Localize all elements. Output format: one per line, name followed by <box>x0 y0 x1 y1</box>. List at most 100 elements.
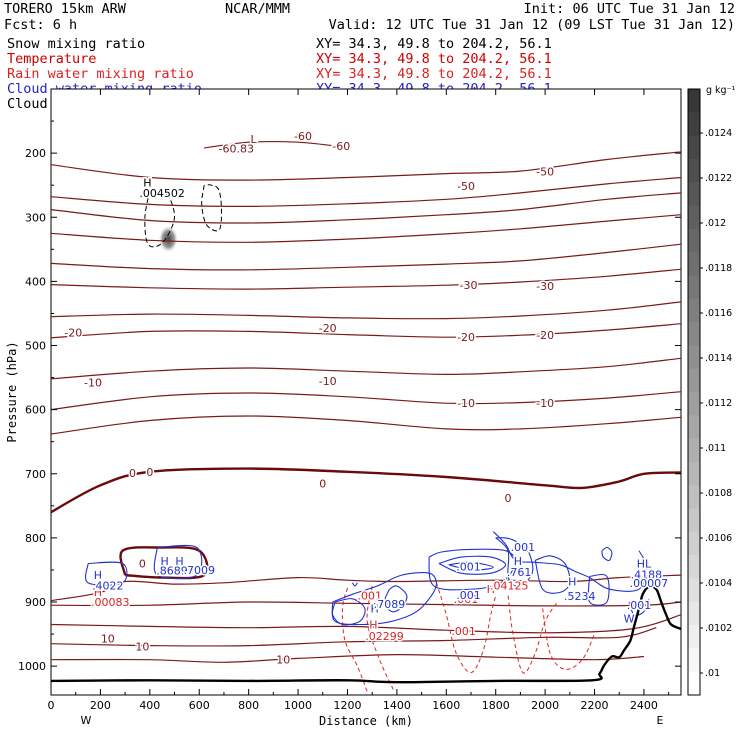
org-title: NCAR/MMM <box>225 1 290 17</box>
temperature-label-11: -20 <box>536 329 554 342</box>
colorbar-label-5: .0114 <box>705 353 732 364</box>
colorbar-swatch-7 <box>688 252 700 276</box>
colorbar-label-12: .01 <box>705 668 720 679</box>
cloud-water-contour-10 <box>587 573 610 606</box>
cloud-water-contour-7 <box>448 561 494 571</box>
colorbar-swatch-24 <box>688 648 700 673</box>
temperature-contour-11 <box>51 415 681 435</box>
init-time: Init: 06 UTC Tue 31 Jan 12 <box>524 1 735 17</box>
x-tick-label-5: 1000 <box>284 699 312 712</box>
colorbar-label-11: .0102 <box>705 623 732 634</box>
cloud-water-label-1: .4022 <box>92 579 124 592</box>
cloud-ice-contour-1 <box>201 184 223 232</box>
temperature-label-20: 0 <box>139 558 146 571</box>
legend-field-1: Temperature <box>7 51 96 67</box>
cloud-water-label-0: H <box>94 569 102 582</box>
x-tick-label-9: 1800 <box>482 699 510 712</box>
cloud-water-label-4: .8689 <box>156 565 188 578</box>
x-tick-label-2: 400 <box>139 699 160 712</box>
cloud-water-contour-9 <box>534 555 571 594</box>
colorbar-label-10: .0104 <box>705 578 732 589</box>
temperature-contour-12 <box>51 467 681 514</box>
colorbar-swatch-17 <box>688 485 700 510</box>
snow-mixing-max <box>158 225 179 254</box>
x-axis-label: Distance (km) <box>319 714 413 728</box>
temperature-contour-7 <box>51 301 681 320</box>
rain-contour-1 <box>366 585 395 693</box>
y-tick-label-8: 1000 <box>18 660 46 673</box>
valid-time: Valid: 12 UTC Tue 31 Jan 12 (09 LST Tue … <box>329 17 735 33</box>
temperature-label-4: -50 <box>457 180 475 193</box>
forecast-hour: Fcst: 6 h <box>4 17 77 33</box>
temperature-label-3: -60.83 <box>219 143 254 156</box>
colorbar-label-2: .012 <box>705 218 726 229</box>
temperature-contour-17 <box>51 627 657 647</box>
rain-contour-3 <box>507 595 558 674</box>
rain-label-6: .02299 <box>365 630 404 643</box>
y-tick-label-2: 400 <box>25 275 46 288</box>
terrain-profile <box>51 585 681 684</box>
y-tick-label-6: 800 <box>25 532 46 545</box>
rain-label-7: H <box>94 586 102 599</box>
cloud-water-label-17: .00007 <box>630 577 669 590</box>
temperature-label-6: -30 <box>460 279 478 292</box>
temperature-label-0: L <box>251 133 258 146</box>
temperature-label-5: -50 <box>536 166 554 179</box>
cloud-water-contour-13 <box>331 572 437 626</box>
temperature-contour-0 <box>204 140 348 149</box>
cloud-water-contour-11 <box>601 546 613 562</box>
cloud-water-label-6: .001 <box>456 561 481 574</box>
colorbar-swatch-4 <box>688 182 700 207</box>
temperature-contour-5 <box>51 243 681 271</box>
temperature-label-23: 10 <box>276 654 290 667</box>
cloud-water-label-8: .7089 <box>374 598 406 611</box>
temperature-label-15: -10 <box>536 397 554 410</box>
x-tick-label-0: 0 <box>48 699 55 712</box>
cloud-water-label-5: .7009 <box>183 564 215 577</box>
temperature-contour-6 <box>51 268 681 290</box>
colorbar-swatch-2 <box>688 135 700 160</box>
legend-field-0: Snow mixing ratio <box>7 36 145 52</box>
colorbar-label-8: .0108 <box>705 488 732 499</box>
colorbar-label-7: .011 <box>705 443 726 454</box>
colorbar-swatch-1 <box>688 112 700 137</box>
cloud-water-label-18: .001 <box>627 599 652 612</box>
x-tick-label-4: 800 <box>238 699 259 712</box>
colorbar-swatch-23 <box>688 625 700 649</box>
cloud-water-label-12: .001 <box>511 541 536 554</box>
colorbar: .0124 .0122 .012 .0118 .0116 .0114 .0112 .011 .0… <box>687 88 732 696</box>
colorbar-swatch-5 <box>688 205 700 230</box>
cloud-ice-label-1: .004502 <box>139 187 185 200</box>
colorbar-swatch-12 <box>688 368 700 393</box>
cloud-water-contour-12 <box>628 598 650 616</box>
cloud-ice-label-0: H <box>143 177 151 190</box>
cloud-water-contour-14 <box>492 531 647 592</box>
legend-xy-0: XY= 34.3, 49.8 to 204.2, 56.1 <box>316 36 552 52</box>
colorbar-swatch-8 <box>688 275 700 300</box>
cloud-water-label-16: .4188 <box>631 568 663 581</box>
colorbar-label-4: .0116 <box>705 308 732 319</box>
x-tick-label-1: 200 <box>90 699 111 712</box>
colorbar-swatch-6 <box>688 228 700 253</box>
y-tick-label-1: 300 <box>25 211 46 224</box>
temperature-contour-15 <box>51 601 681 607</box>
x-tick-label-3: 600 <box>189 699 210 712</box>
temperature-label-13: -10 <box>319 375 337 388</box>
colorbar-swatch-0 <box>688 89 700 113</box>
temperature-label-21: 10 <box>101 633 115 646</box>
y-tick-label-3: 500 <box>25 340 46 353</box>
legend-field-2: Rain water mixing ratio <box>7 66 194 82</box>
cloud-water-contour-1 <box>153 544 203 580</box>
colorbar-swatch-25 <box>688 671 700 696</box>
colorbar-swatch-20 <box>688 555 700 579</box>
temperature-label-7: -30 <box>536 280 554 293</box>
cloud-water-label-19: W <box>624 613 635 626</box>
y-tick-label-0: 200 <box>25 147 46 160</box>
cloud-water-contour-4 <box>383 585 408 613</box>
colorbar-swatch-3 <box>688 158 700 183</box>
rain-label-8: .00083 <box>91 596 130 609</box>
x-tick-label-7: 1400 <box>383 699 411 712</box>
east-endpoint: E <box>657 714 664 727</box>
colorbar-swatch-13 <box>688 392 700 416</box>
cloud-water-contour-6 <box>438 555 507 575</box>
